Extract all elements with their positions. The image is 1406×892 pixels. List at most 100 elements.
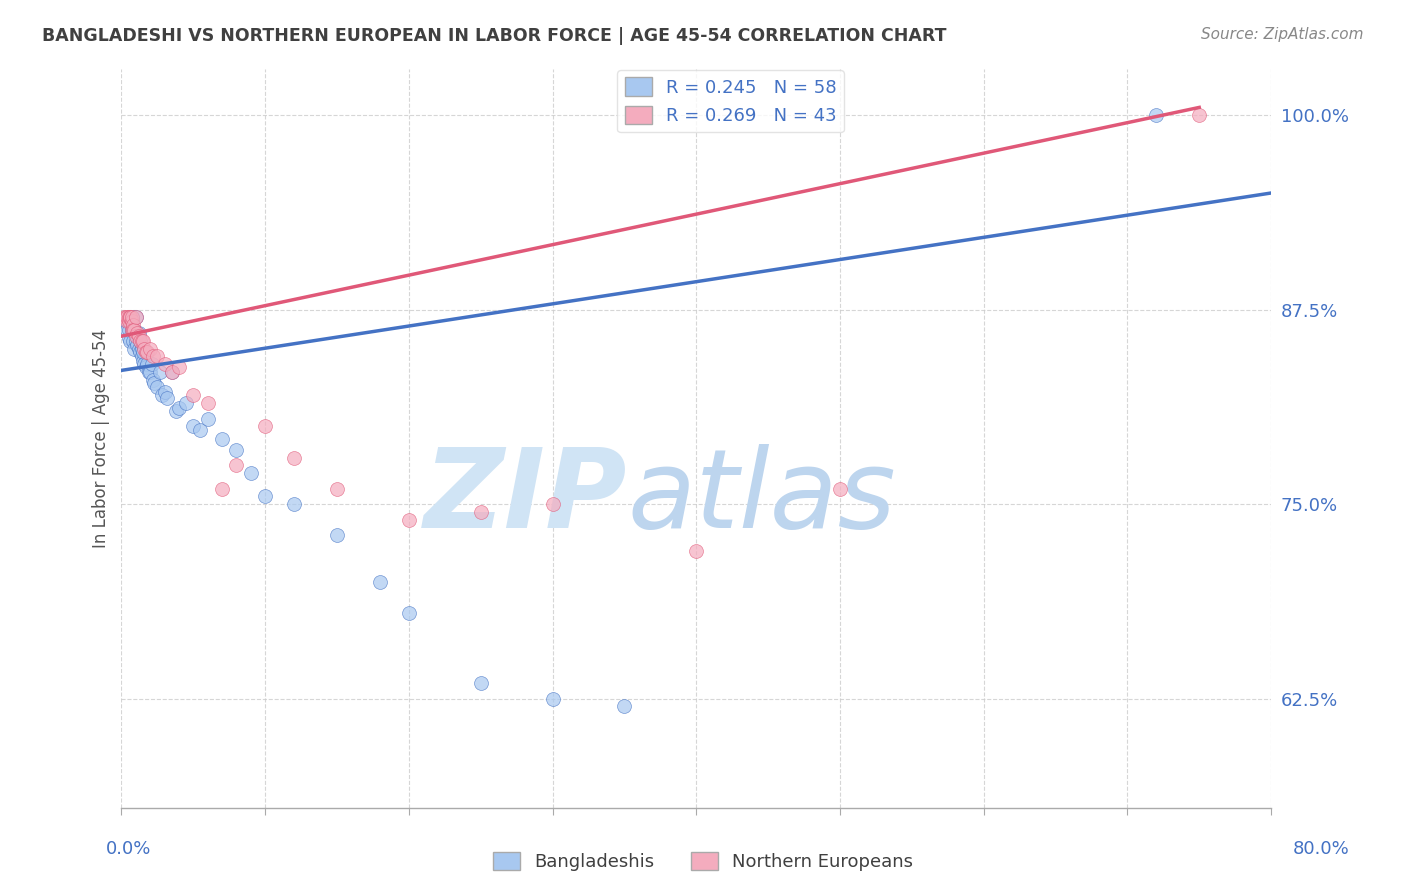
Point (142, 350, 165, 364)
Point (211, 432, 233, 446)
Point (239, 466, 262, 480)
Point (112, 310, 135, 325)
Point (136, 344, 159, 359)
Text: Source: ZipAtlas.com: Source: ZipAtlas.com (1201, 27, 1364, 42)
Point (174, 396, 197, 410)
Point (129, 344, 152, 359)
Point (121, 310, 143, 325)
Point (131, 350, 153, 364)
Point (326, 528, 349, 542)
Point (135, 344, 157, 359)
Point (132, 344, 155, 359)
Point (122, 334, 145, 348)
Text: atlas: atlas (627, 443, 896, 550)
Point (115, 310, 138, 325)
Text: ZIP: ZIP (423, 443, 627, 550)
Point (150, 388, 173, 402)
Point (146, 380, 169, 394)
Point (124, 323, 146, 337)
Point (143, 376, 166, 390)
Point (326, 482, 349, 496)
Text: 0.0%: 0.0% (105, 840, 150, 858)
Legend: R = 0.245   N = 58, R = 0.269   N = 43: R = 0.245 N = 58, R = 0.269 N = 43 (617, 70, 844, 132)
Point (122, 318, 145, 333)
Point (368, 574, 391, 589)
Point (115, 313, 138, 327)
Point (117, 331, 139, 345)
Point (398, 606, 420, 620)
Point (613, 699, 636, 714)
Point (131, 334, 153, 348)
Point (129, 334, 152, 348)
Point (125, 310, 148, 325)
Point (121, 323, 143, 337)
Point (197, 396, 219, 410)
Point (160, 365, 183, 379)
Point (117, 323, 139, 337)
Point (132, 354, 155, 368)
Point (127, 326, 149, 340)
Point (132, 334, 155, 348)
Point (114, 313, 136, 327)
Point (211, 482, 233, 496)
Point (134, 342, 156, 356)
Point (120, 310, 142, 325)
Point (124, 323, 146, 337)
Point (153, 357, 176, 371)
Point (398, 513, 420, 527)
Point (149, 365, 172, 379)
Point (283, 450, 305, 465)
Point (156, 392, 179, 406)
Point (190, 423, 212, 437)
Point (181, 388, 204, 402)
Point (131, 342, 153, 356)
Point (153, 385, 176, 400)
Point (141, 357, 163, 371)
Point (127, 338, 149, 352)
Point (135, 360, 157, 375)
Point (146, 350, 169, 364)
Point (167, 401, 190, 415)
Point (1188, 108, 1211, 122)
Point (225, 442, 247, 457)
Point (121, 310, 143, 325)
Point (129, 334, 152, 348)
Point (160, 365, 183, 379)
Point (125, 334, 148, 348)
Point (124, 342, 146, 356)
Point (128, 329, 150, 343)
Point (225, 458, 247, 473)
Point (197, 411, 219, 425)
Point (1144, 108, 1167, 122)
Point (254, 419, 277, 434)
Point (128, 326, 150, 340)
Point (128, 342, 150, 356)
Text: 80.0%: 80.0% (1294, 840, 1350, 858)
Point (120, 313, 142, 327)
Legend: Bangladeshis, Northern Europeans: Bangladeshis, Northern Europeans (485, 845, 921, 879)
Point (120, 310, 142, 325)
Point (685, 544, 707, 558)
Point (541, 497, 564, 511)
Point (142, 373, 165, 387)
Point (828, 482, 851, 496)
Text: BANGLADESHI VS NORTHERN EUROPEAN IN LABOR FORCE | AGE 45-54 CORRELATION CHART: BANGLADESHI VS NORTHERN EUROPEAN IN LABO… (42, 27, 946, 45)
Point (117, 313, 139, 327)
Point (125, 326, 148, 340)
Point (122, 323, 145, 337)
Point (115, 323, 138, 337)
Point (121, 313, 143, 327)
Point (283, 497, 305, 511)
Point (254, 490, 277, 504)
Point (136, 357, 159, 371)
Point (125, 329, 148, 343)
Point (167, 360, 190, 375)
Point (139, 342, 162, 356)
Point (165, 404, 187, 418)
Point (470, 676, 492, 690)
Point (120, 334, 142, 348)
Point (181, 419, 204, 434)
Point (541, 691, 564, 706)
Point (114, 310, 136, 325)
Point (138, 365, 160, 379)
